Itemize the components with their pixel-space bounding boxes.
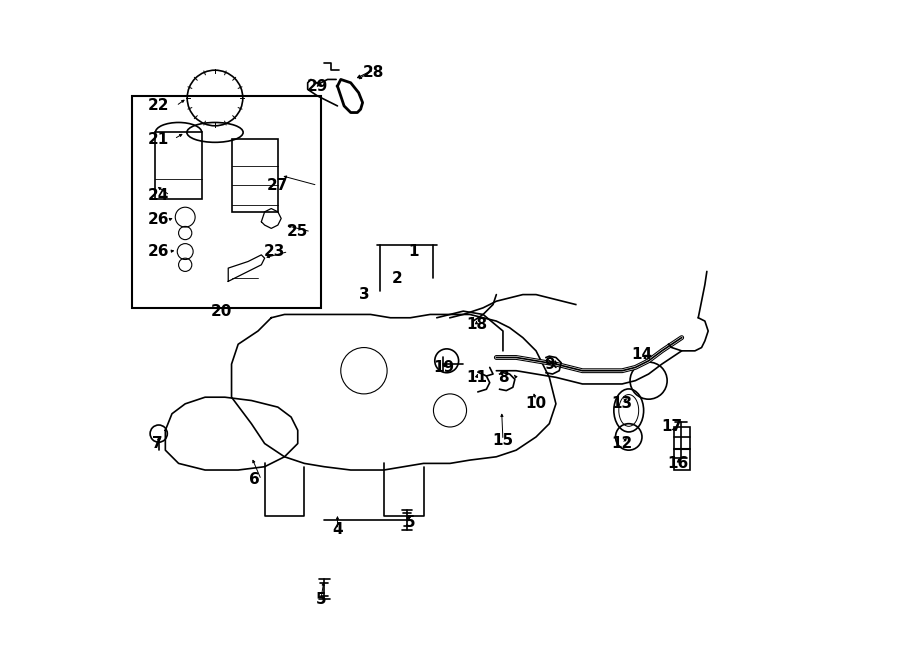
Text: 19: 19 — [433, 360, 454, 375]
Text: 3: 3 — [358, 287, 369, 302]
Text: 6: 6 — [249, 473, 260, 487]
Text: 22: 22 — [148, 99, 169, 113]
Text: 1: 1 — [409, 244, 419, 259]
Text: 10: 10 — [526, 397, 546, 411]
Bar — [674, 427, 690, 470]
Bar — [231, 139, 278, 212]
Text: 13: 13 — [612, 397, 633, 411]
Text: 17: 17 — [662, 420, 682, 434]
Text: 15: 15 — [492, 433, 514, 448]
Text: 16: 16 — [668, 456, 689, 471]
Text: 11: 11 — [466, 370, 487, 385]
Text: 14: 14 — [632, 347, 652, 361]
Text: 20: 20 — [211, 304, 232, 318]
Text: 12: 12 — [611, 436, 633, 451]
Text: 27: 27 — [267, 178, 289, 193]
Bar — [156, 132, 202, 199]
Text: 26: 26 — [148, 213, 169, 227]
Text: 26: 26 — [148, 244, 169, 259]
Text: 4: 4 — [332, 522, 343, 537]
Text: 23: 23 — [264, 244, 285, 259]
Text: 25: 25 — [287, 224, 309, 239]
Text: 28: 28 — [364, 66, 384, 80]
Text: 7: 7 — [152, 436, 163, 451]
Text: 2: 2 — [392, 271, 402, 285]
Text: 5: 5 — [405, 516, 416, 530]
Bar — [132, 96, 321, 308]
Text: 24: 24 — [148, 188, 169, 203]
Text: 5: 5 — [316, 592, 326, 606]
Text: 18: 18 — [466, 317, 487, 332]
Text: 29: 29 — [307, 79, 328, 93]
Text: 9: 9 — [544, 357, 554, 371]
Text: 21: 21 — [148, 132, 169, 146]
Text: 8: 8 — [498, 370, 508, 385]
